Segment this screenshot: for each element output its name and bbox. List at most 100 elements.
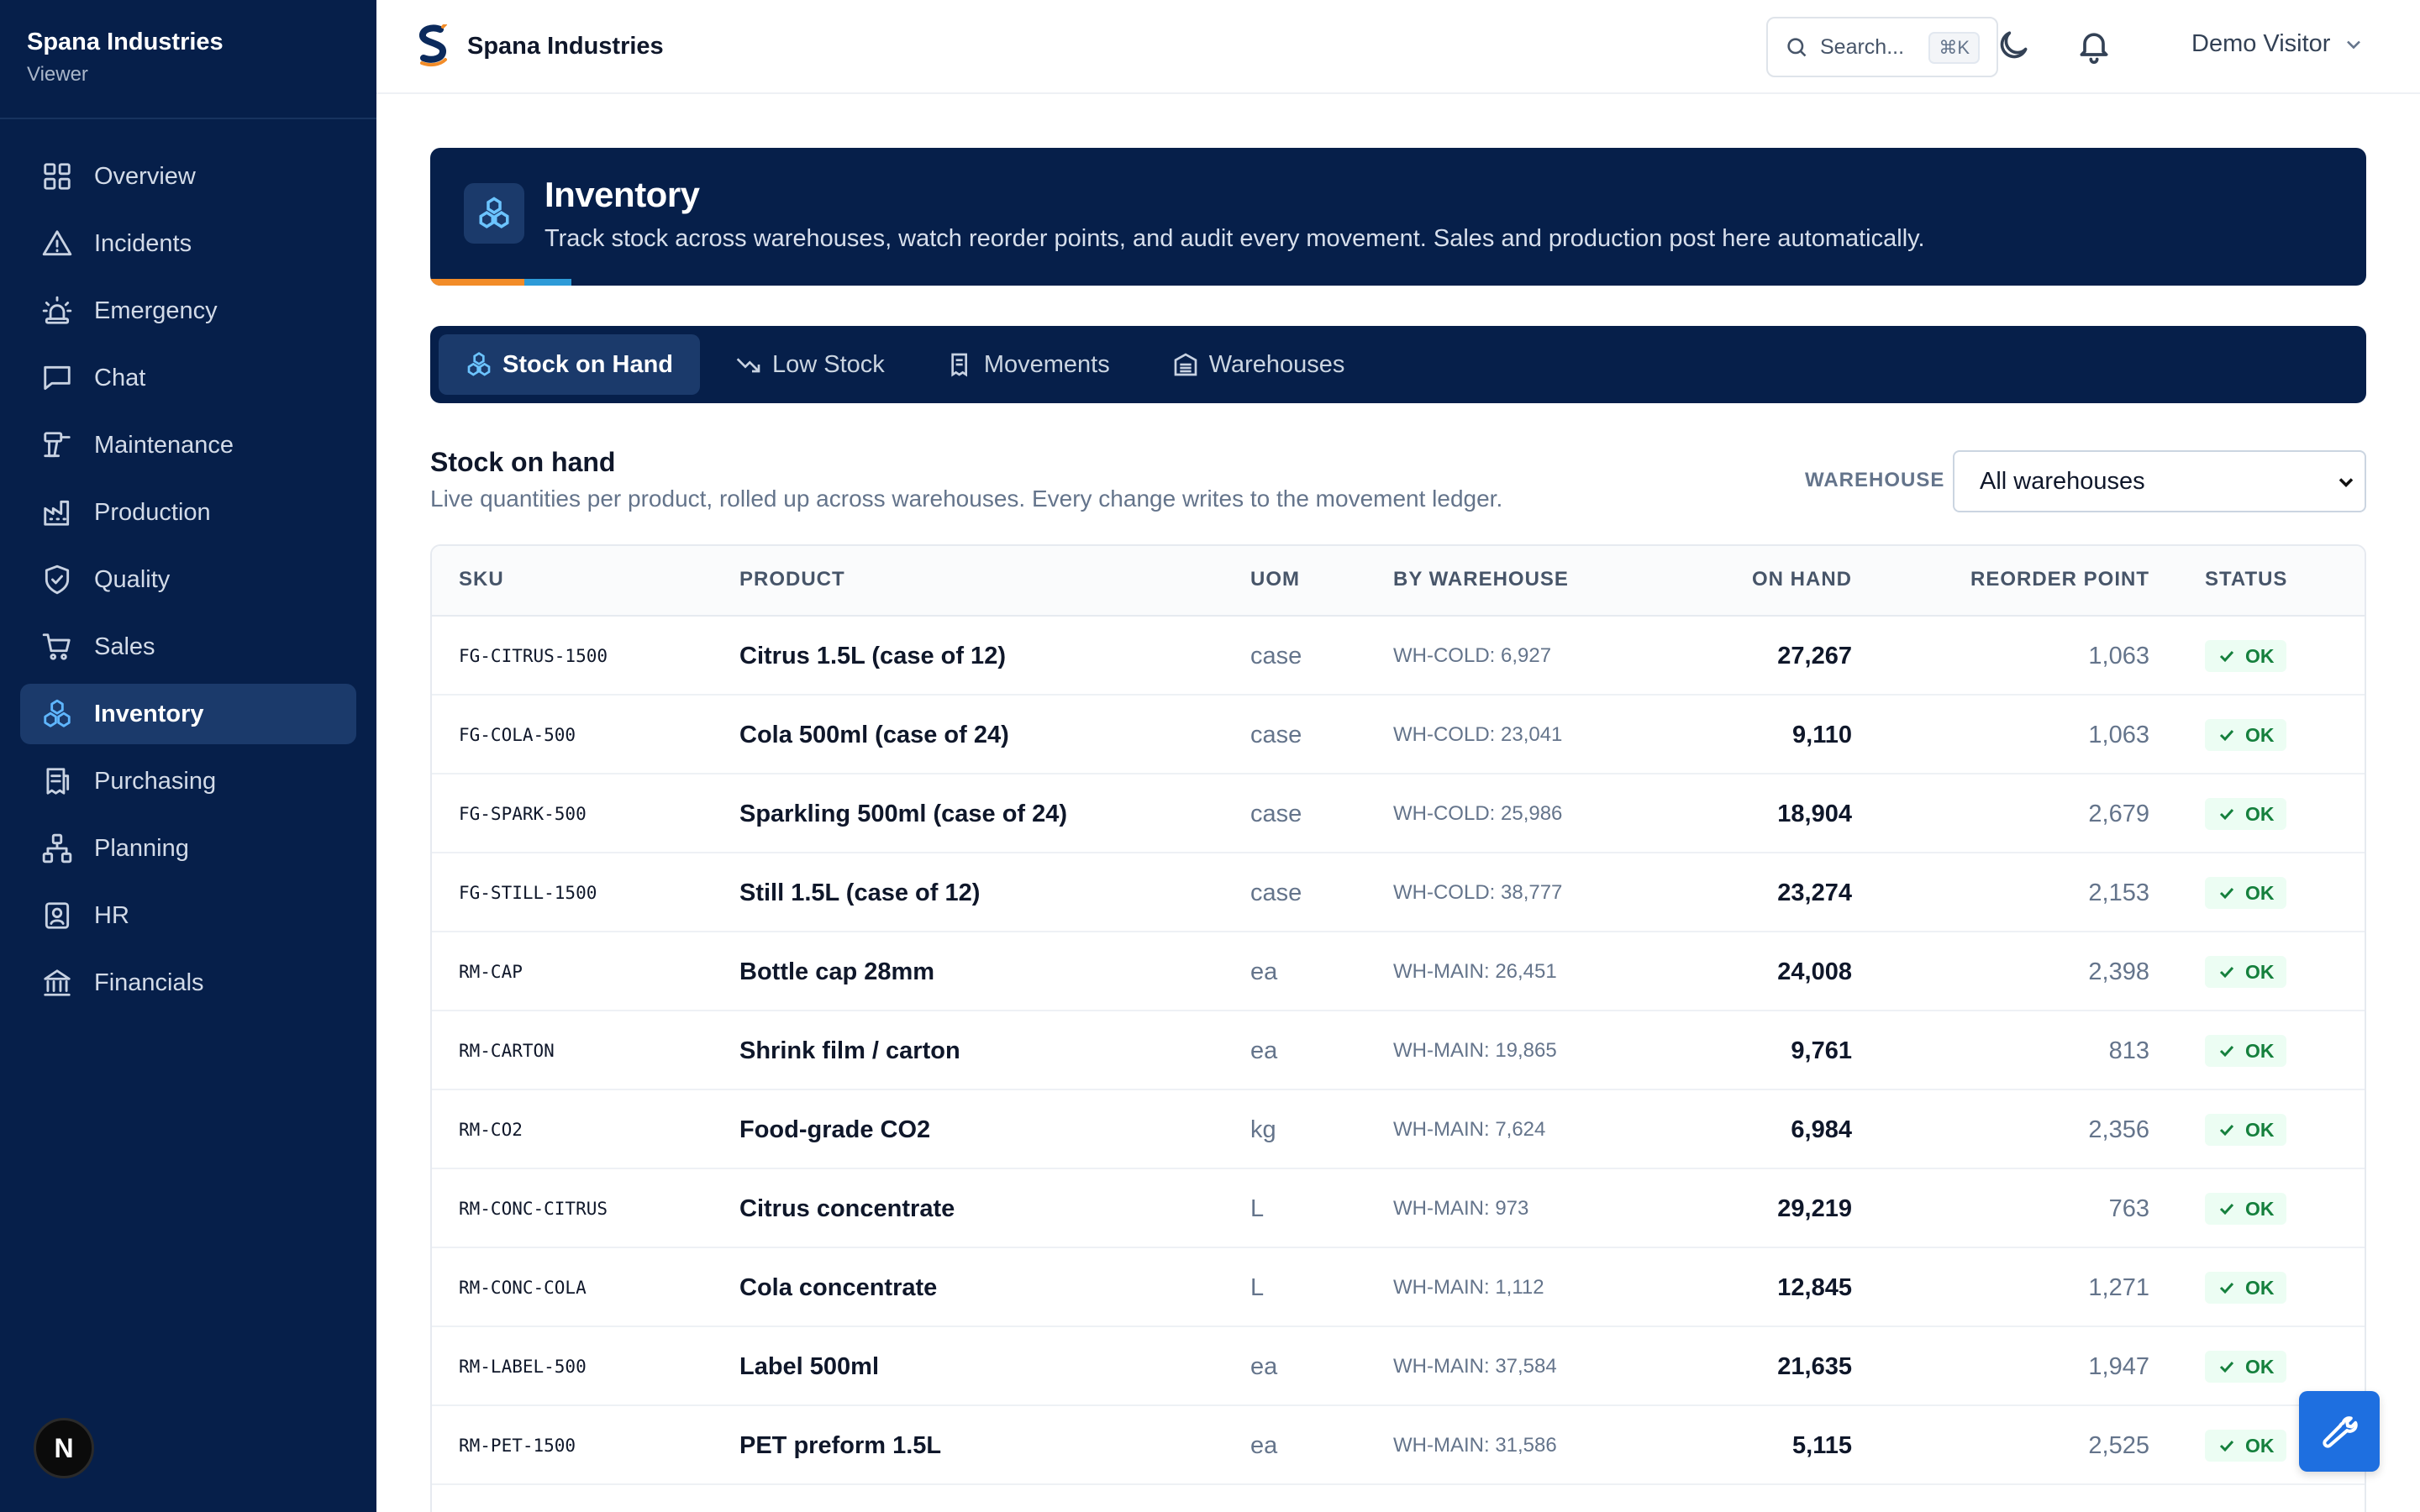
column-header-status[interactable]: STATUS [2205,568,2288,591]
column-header-product[interactable]: PRODUCT [739,568,845,591]
cell-product[interactable]: Shrink film / carton [739,1037,960,1064]
topbar: Spana Industries Search... ⌘K Demo Visit… [376,0,2420,94]
stock-table: SKU PRODUCT UOM BY WAREHOUSE ON HAND REO… [430,544,2366,1512]
table-row[interactable]: RM-CO2 Food-grade CO2 kg WH-MAIN: 7,624 6,98… [432,1090,2365,1169]
nextjs-badge[interactable]: N [34,1418,94,1478]
sidebar-item-sales[interactable]: Sales [20,617,356,677]
search-icon [1787,38,1807,57]
cell-sku: RM-PET-1500 [459,1436,576,1456]
cell-product[interactable]: Food-grade CO2 [739,1116,931,1143]
cell-status: OK [2205,853,2286,932]
cell-uom: case [1250,642,1302,669]
cell-product[interactable]: PET preform 1.5L [739,1431,942,1459]
sidebar-item-inventory[interactable]: Inventory [20,684,356,744]
status-badge: OK [2205,1351,2286,1383]
cell-product[interactable]: Sparkling 500ml (case of 24) [739,800,1068,827]
check-icon [2219,729,2234,742]
status-text: OK [2245,1197,2275,1220]
check-icon [2219,887,2234,900]
cell-product[interactable]: Citrus concentrate [739,1194,955,1222]
status-badge: OK [2205,640,2286,672]
table-row[interactable]: RM-CONC-CITRUS Citrus concentrate L WH-MAIN… [432,1169,2365,1248]
sidebar-item-chat[interactable]: Chat [20,348,356,408]
tools-button[interactable] [2299,1391,2380,1472]
sidebar-item-planning[interactable]: Planning [20,818,356,879]
cell-uom: ea [1250,1431,1278,1459]
column-header-reorder-point[interactable]: REORDER POINT [1970,568,2149,591]
table-row[interactable]: RM-CAP Bottle cap 28mm ea WH-MAIN: 26,451 24… [432,932,2365,1011]
hero-icon-tile [464,183,524,244]
cell-sku: RM-CO2 [459,1120,523,1140]
spana-logo-icon [419,24,447,67]
tab-warehouses[interactable]: Warehouses [1145,334,1372,395]
status-text: OK [2245,1276,2275,1299]
table-row[interactable]: FG-CITRUS-1500 Citrus 1.5L (case of 12) ca… [432,617,2365,696]
table-row[interactable]: RM-PET-1500 PET preform 1.5L ea WH-MAIN: 31… [432,1406,2365,1485]
inventory-tabs: Stock on Hand Low Stock Movements Wareho… [430,326,2366,403]
hero-accent-blue [524,279,571,286]
shield-check-icon [40,563,74,596]
warehouse-filter-label: WAREHOUSE [1805,469,1945,491]
sidebar-item-emergency[interactable]: Emergency [20,281,356,341]
cell-reorder-point: 2,679 [2088,800,2149,827]
warehouse-icon [1174,353,1197,376]
table-row[interactable]: RM-CONC-COLA Cola concentrate L WH-MAIN: 1,… [432,1248,2365,1327]
network-icon [40,832,74,865]
search-box[interactable]: Search... ⌘K [1766,17,1998,77]
sidebar-item-financials[interactable]: Financials [20,953,356,1013]
factory-icon [40,496,74,529]
cell-status: OK [2205,696,2286,774]
cell-product[interactable]: Citrus 1.5L (case of 12) [739,642,1006,669]
cell-on-hand: 18,904 [1777,800,1852,827]
cell-reorder-point: 763 [2108,1194,2149,1222]
table-row[interactable]: FG-SPARK-500 Sparkling 500ml (case of 24)… [432,774,2365,853]
status-badge: OK [2205,877,2286,909]
theme-toggle-button[interactable] [1995,27,2035,67]
cell-product[interactable]: Cola concentrate [739,1273,938,1301]
tab-stock-on-hand[interactable]: Stock on Hand [439,334,701,395]
sidebar-item-quality[interactable]: Quality [20,549,356,610]
warehouse-select[interactable]: All warehouses [1953,450,2366,512]
cell-product[interactable]: Bottle cap 28mm [739,958,935,985]
status-badge: OK [2205,1035,2286,1067]
notifications-button[interactable] [2075,27,2116,67]
sidebar-item-incidents[interactable]: Incidents [20,213,356,274]
cell-on-hand: 12,845 [1777,1273,1852,1301]
table-row[interactable]: RM-LABEL-500 Label 500ml ea WH-MAIN: 37,584… [432,1327,2365,1406]
cell-product[interactable]: Cola 500ml (case of 24) [739,721,1009,748]
column-header-on-hand[interactable]: ON HAND [1752,568,1852,591]
cell-product[interactable]: Label 500ml [739,1352,880,1380]
cell-by-warehouse: WH-COLD: 6,927 [1393,644,1552,667]
sidebar-item-production[interactable]: Production [20,482,356,543]
sidebar-item-purchasing[interactable]: Purchasing [20,751,356,811]
sidebar-item-overview[interactable]: Overview [20,146,356,207]
column-header-uom[interactable]: UOM [1250,568,1300,591]
cell-by-warehouse: WH-MAIN: 31,586 [1393,1434,1557,1457]
check-icon [2219,650,2234,663]
status-badge: OK [2205,1193,2286,1225]
column-header-sku[interactable]: SKU [459,568,504,591]
sidebar-item-hr[interactable]: HR [20,885,356,946]
sidebar-item-maintenance[interactable]: Maintenance [20,415,356,475]
cell-by-warehouse: WH-MAIN: 1,112 [1393,1276,1544,1299]
user-role: Viewer [27,63,88,86]
cell-product[interactable]: Still 1.5L (case of 12) [739,879,981,906]
user-menu[interactable]: Demo Visitor [2191,30,2365,58]
sidebar-nav: Overview Incidents Emergency Chat Mainte… [0,119,376,1013]
table-row[interactable]: FG-COLA-500 Cola 500ml (case of 24) case WH… [432,696,2365,774]
search-shortcut: ⌘K [1928,32,1980,64]
table-row[interactable]: FG-STILL-1500 Still 1.5L (case of 12) case… [432,853,2365,932]
cell-by-warehouse: WH-COLD: 25,986 [1393,802,1563,825]
status-badge: OK [2205,1430,2286,1462]
chat-icon [40,361,74,395]
cell-uom: ea [1250,958,1278,985]
sidebar-item-label: Maintenance [94,431,234,459]
status-badge: OK [2205,798,2286,830]
cell-uom: ea [1250,1352,1278,1380]
table-row[interactable]: RM-CARTON Shrink film / carton ea WH-MAIN: … [432,1011,2365,1090]
status-text: OK [2245,1039,2275,1062]
column-header-by-warehouse[interactable]: BY WAREHOUSE [1393,568,1569,591]
cell-status: OK [2205,1011,2286,1090]
tab-movements[interactable]: Movements [920,334,1137,395]
tab-low-stock[interactable]: Low Stock [708,334,912,395]
